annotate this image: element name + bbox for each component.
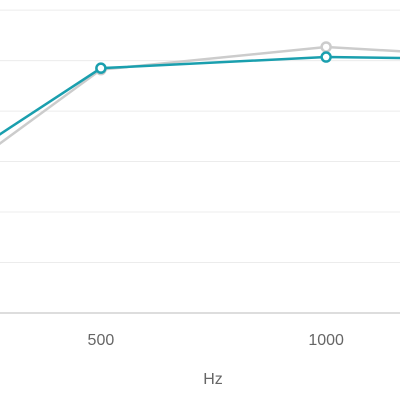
x-tick-label: 500	[88, 332, 115, 349]
point	[95, 62, 107, 74]
x-axis-label: Hz	[203, 371, 223, 388]
x-tick-label: 1000	[308, 332, 344, 349]
series-line	[0, 55, 400, 136]
point	[320, 51, 332, 63]
series-line	[0, 45, 400, 145]
point	[320, 41, 332, 53]
